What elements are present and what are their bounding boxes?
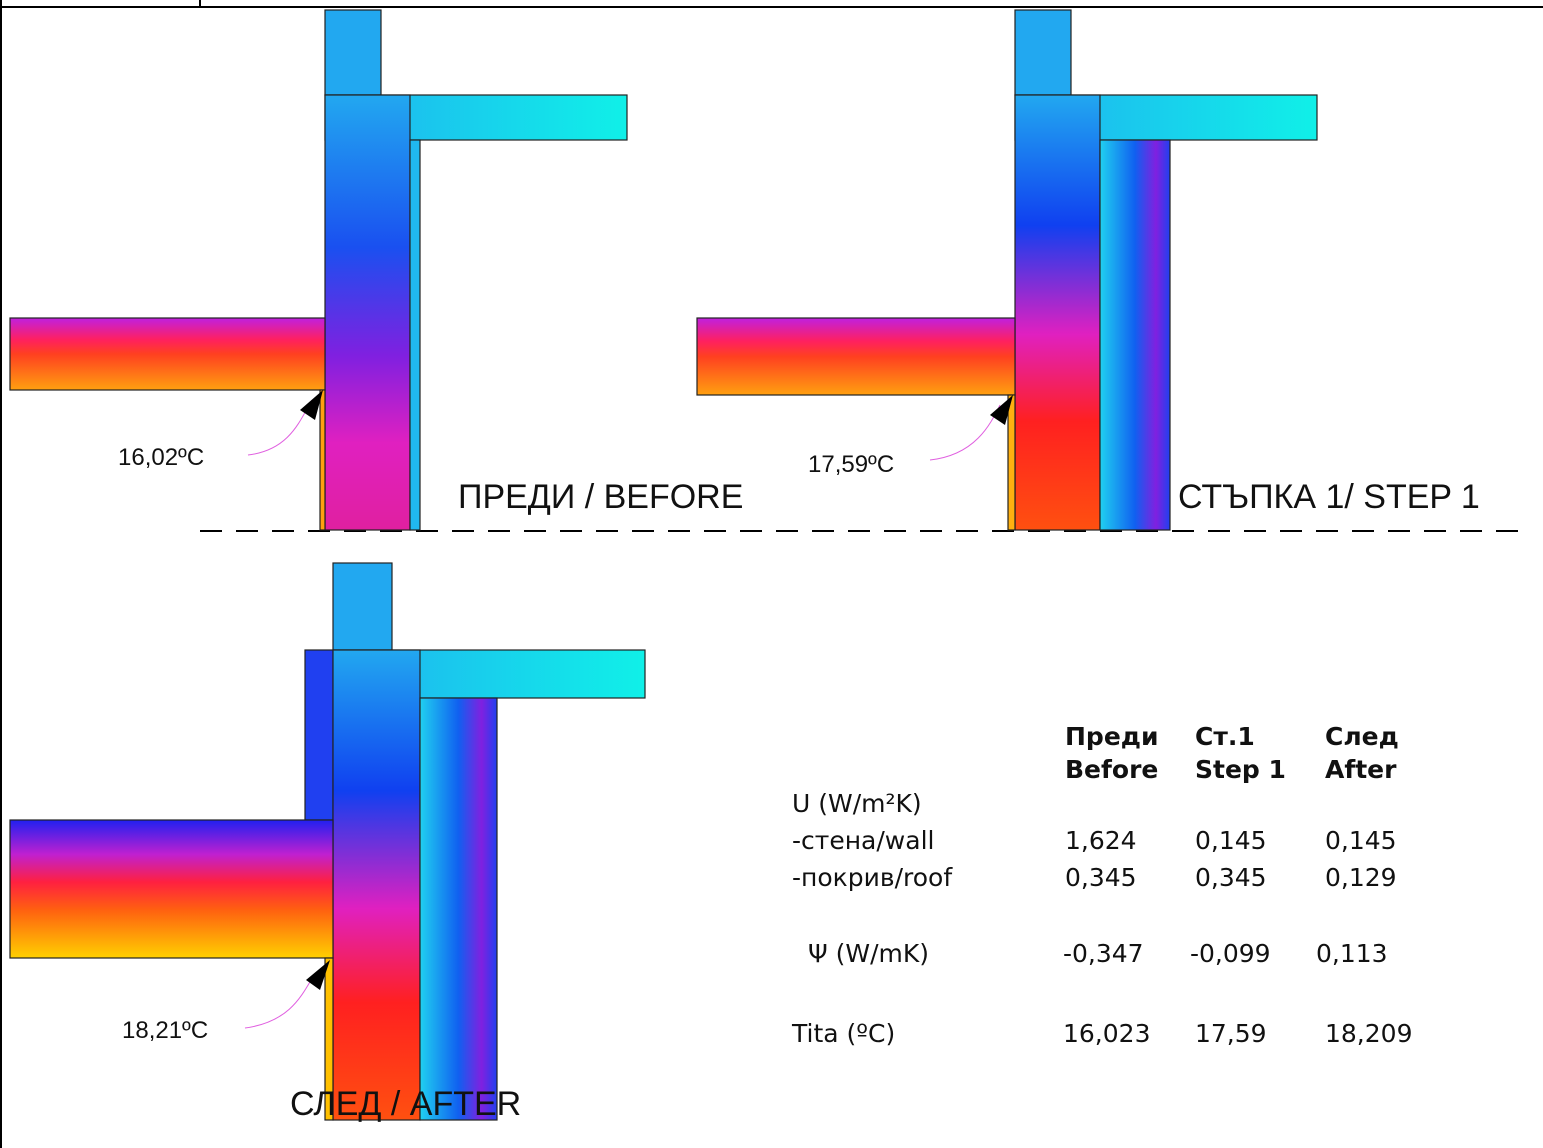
panel-label: ПРЕДИ / BEFORE xyxy=(458,478,743,516)
table-header: After xyxy=(1325,755,1397,784)
table-cell: -0,099 xyxy=(1190,939,1271,968)
thermal-step1 xyxy=(696,9,1318,531)
table-cell: 16,023 xyxy=(1063,1019,1150,1048)
row-label: Tita (ºC) xyxy=(791,1019,895,1048)
table-cell: 1,624 xyxy=(1065,826,1137,855)
table-header: След xyxy=(1325,722,1399,751)
table-header: Преди xyxy=(1065,722,1158,751)
table-cell: 0,345 xyxy=(1195,863,1267,892)
table-cell: 0,145 xyxy=(1325,826,1397,855)
panel-label: СЛЕД / AFTER xyxy=(290,1085,521,1123)
table-cell: 0,345 xyxy=(1065,863,1137,892)
table-header: Ст.1 xyxy=(1195,722,1255,751)
thermal-after xyxy=(9,562,646,1121)
table-cell: -0,347 xyxy=(1063,939,1144,968)
table-header: Before xyxy=(1065,755,1158,784)
temperature-annotation: 18,21ºC xyxy=(122,1017,208,1044)
temperature-annotation: 17,59ºC xyxy=(808,451,894,478)
table-cell: 17,59 xyxy=(1195,1019,1267,1048)
thermal-before xyxy=(9,9,628,531)
row-label: -стена/wall xyxy=(792,826,934,855)
table-header: Step 1 xyxy=(1195,755,1286,784)
panel-label: СТЪПКА 1/ STEP 1 xyxy=(1178,478,1480,516)
table-group: U (W/m²K) xyxy=(792,789,922,818)
row-label: Ψ (W/mK) xyxy=(808,939,929,968)
table-cell: 0,113 xyxy=(1316,939,1388,968)
temperature-annotation: 16,02ºC xyxy=(118,444,204,471)
table-cell: 18,209 xyxy=(1325,1019,1412,1048)
row-label: -покрив/roof xyxy=(792,863,953,892)
table-cell: 0,145 xyxy=(1195,826,1267,855)
table-cell: 0,129 xyxy=(1325,863,1397,892)
results-table: U (W/m²K) Преди Before Ст.1 Step 1 След After… xyxy=(791,722,1412,1048)
